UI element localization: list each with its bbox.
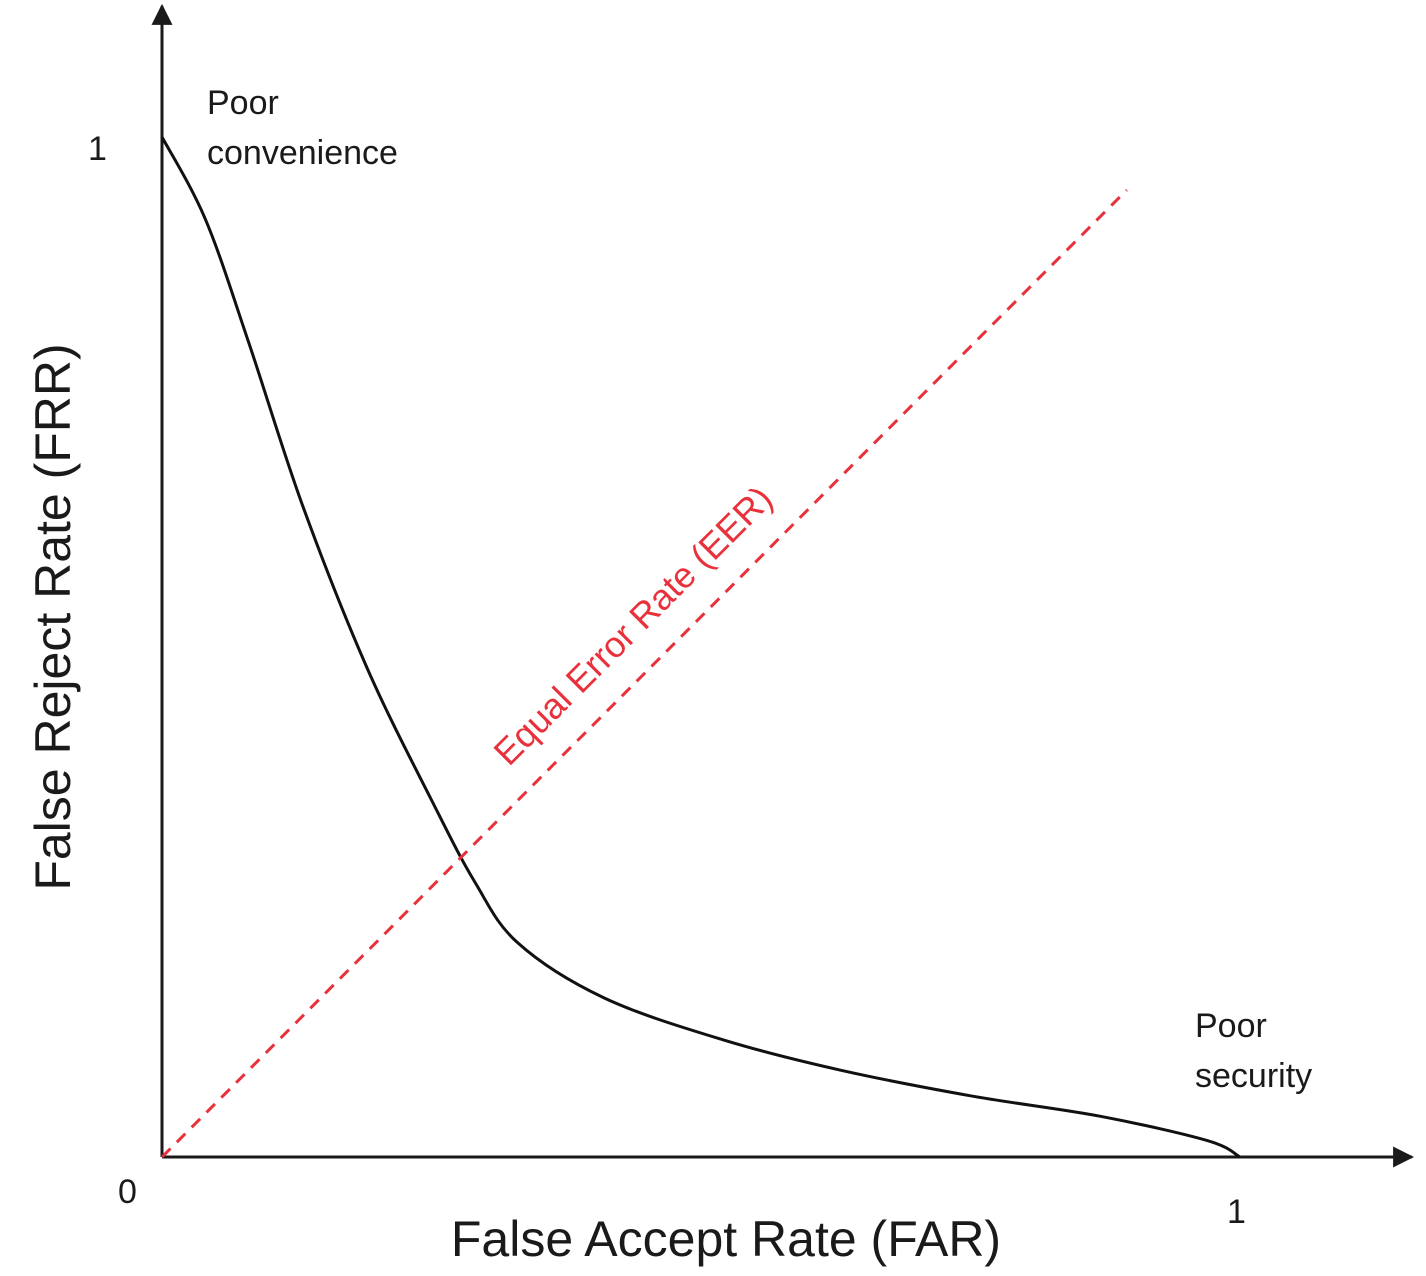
annotation-poor-convenience-line1: Poor: [207, 84, 279, 122]
annotation-poor-convenience: Poor convenience: [207, 84, 398, 172]
eer-label: Equal Error Rate (EER): [486, 478, 781, 773]
annotation-poor-security-line2: security: [1195, 1057, 1312, 1095]
tick-label-x-end: 1: [1227, 1193, 1246, 1231]
tick-label-origin: 0: [118, 1173, 137, 1211]
x-axis-title: False Accept Rate (FAR): [451, 1211, 1001, 1267]
tick-label-y-end: 1: [88, 130, 107, 168]
det-curve: [160, 136, 1241, 1159]
annotation-poor-security: Poor security: [1195, 1007, 1312, 1095]
annotation-poor-convenience-line2: convenience: [207, 134, 398, 172]
y-axis-title: False Reject Rate (FRR): [25, 343, 81, 890]
eer-line: [160, 188, 1128, 1159]
series-layer: [160, 136, 1241, 1159]
annotation-poor-security-line1: Poor: [1195, 1007, 1267, 1045]
